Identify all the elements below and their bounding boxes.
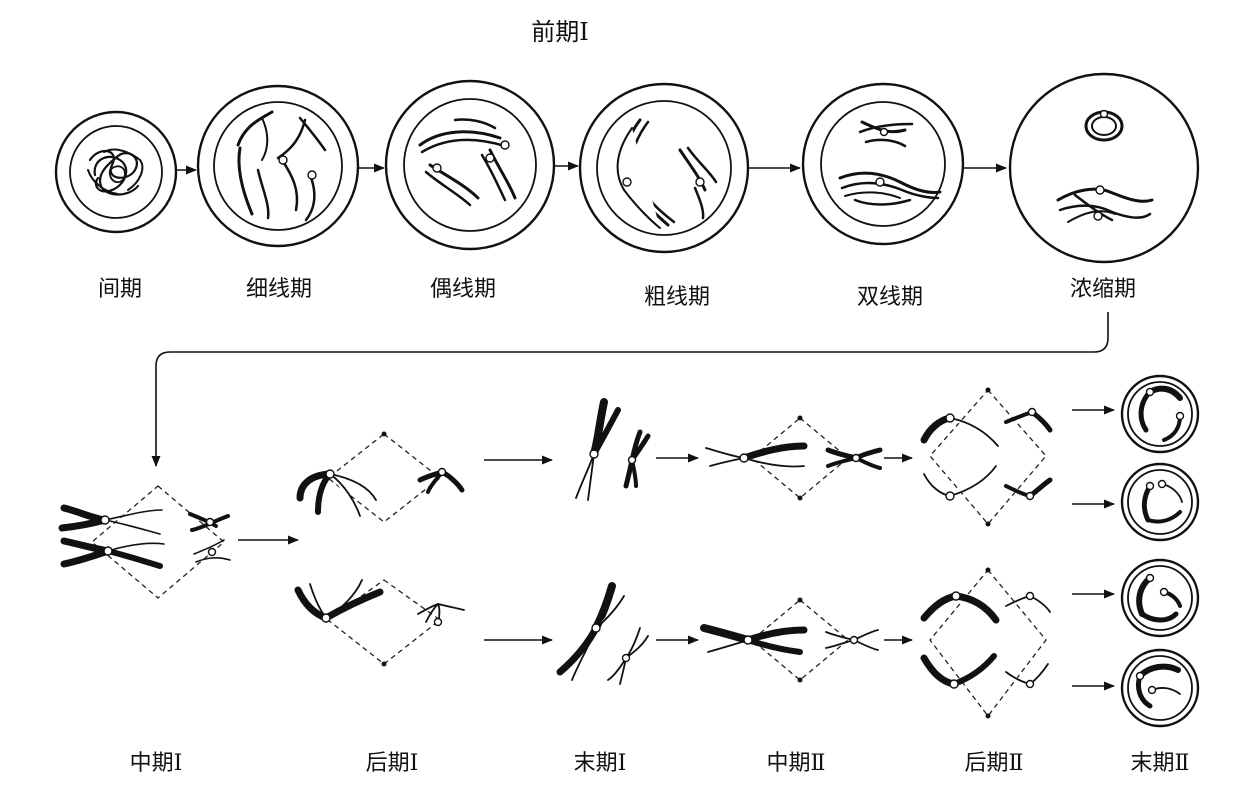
metaphase-2-bottom-figure bbox=[700, 597, 879, 683]
telophase-2-cell-1 bbox=[1120, 374, 1200, 454]
anaphase-2-top-figure bbox=[920, 387, 1053, 527]
diakinesis-bivalents bbox=[1056, 110, 1154, 223]
metaphase-1-chromosomes bbox=[58, 504, 231, 569]
chromatin-tangle bbox=[87, 148, 144, 196]
anaphase-1-bottom-figure bbox=[294, 579, 465, 667]
cell-pachytene bbox=[578, 82, 750, 254]
metaphase-2-top-figure bbox=[705, 415, 883, 501]
stage-label-zygotene: 偶线期 bbox=[430, 276, 496, 301]
stage-label-leptotene: 细线期 bbox=[246, 276, 312, 301]
stage-label-anaphase-2: 后期Ⅱ bbox=[965, 750, 1024, 775]
stage-label-telophase-1: 末期Ⅰ bbox=[574, 750, 627, 775]
telophase-2-cell-3 bbox=[1120, 558, 1200, 638]
thin-chromosomes bbox=[236, 110, 327, 222]
anaphase-2-bottom-figure bbox=[920, 567, 1051, 719]
cell-interphase bbox=[54, 110, 178, 234]
cell-leptotene bbox=[196, 84, 360, 248]
prophase-arrows bbox=[176, 161, 1008, 175]
stage-label-anaphase-1: 后期Ⅰ bbox=[366, 750, 419, 775]
cell-diakinesis bbox=[1008, 72, 1200, 264]
bivalents bbox=[616, 118, 718, 229]
stage-label-diplotene: 双线期 bbox=[857, 284, 923, 309]
telophase-2-cell-2 bbox=[1120, 462, 1200, 542]
telophase-1-top-figure bbox=[575, 398, 651, 501]
stage-label-metaphase-1: 中期Ⅰ bbox=[130, 750, 183, 775]
cell-zygotene bbox=[384, 79, 556, 251]
cell-diplotene bbox=[801, 82, 965, 246]
stage-label-pachytene: 粗线期 bbox=[644, 284, 710, 309]
stage-label-diakinesis: 浓缩期 bbox=[1070, 276, 1136, 301]
metaphase-1-figure bbox=[58, 485, 231, 599]
stage-label-telophase-2: 末期Ⅱ bbox=[1131, 750, 1190, 775]
anaphase-1-top-figure bbox=[296, 431, 465, 523]
diplotene-bivalents bbox=[838, 120, 942, 206]
telophase-2-arrows bbox=[1072, 405, 1116, 691]
stage-label-metaphase-2: 中期Ⅱ bbox=[767, 750, 826, 775]
telophase-1-bottom-figure bbox=[556, 582, 649, 685]
stage-label-interphase: 间期 bbox=[98, 276, 142, 301]
telophase-2-cell-4 bbox=[1120, 648, 1200, 728]
connector-arrow bbox=[151, 312, 1109, 468]
prophase-title: 前期Ⅰ bbox=[531, 19, 588, 46]
